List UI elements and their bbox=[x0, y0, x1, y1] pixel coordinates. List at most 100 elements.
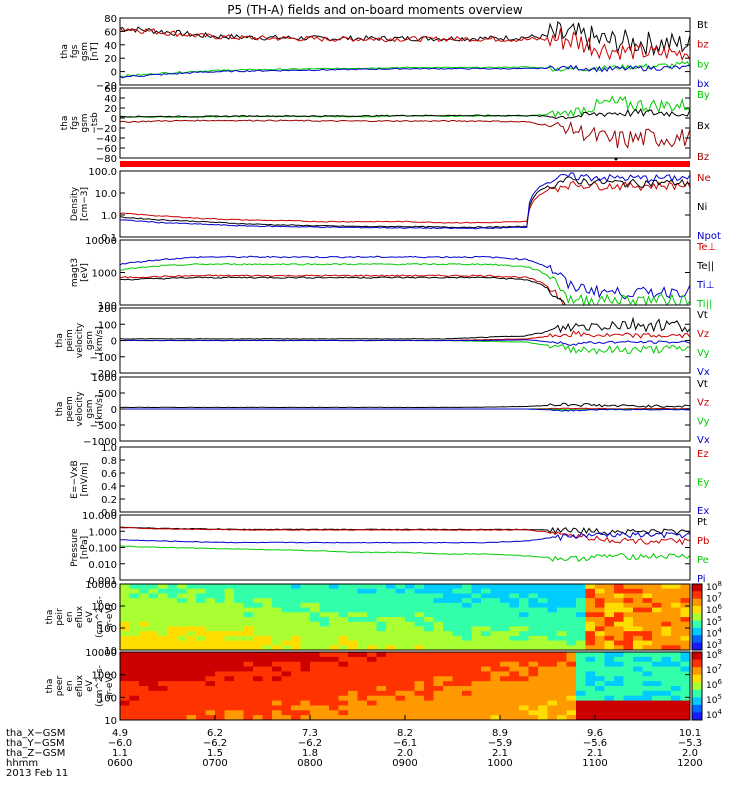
heat-cell bbox=[528, 621, 539, 627]
heat-cell bbox=[196, 681, 206, 687]
heat-cell bbox=[490, 621, 501, 627]
heat-cell bbox=[234, 593, 244, 599]
heat-cell bbox=[481, 686, 491, 692]
heat-cell bbox=[205, 681, 216, 687]
heat-cell bbox=[186, 617, 197, 623]
legend-label: Npot bbox=[697, 231, 721, 242]
heat-cell bbox=[500, 584, 510, 590]
heat-cell bbox=[262, 593, 273, 599]
heat-cell bbox=[509, 710, 520, 716]
heat-cell bbox=[300, 598, 311, 604]
heat-cell bbox=[215, 635, 225, 642]
heat-cell bbox=[433, 705, 444, 711]
heat-cell bbox=[661, 593, 672, 599]
heat-cell bbox=[177, 607, 187, 613]
heat-cell bbox=[547, 652, 558, 658]
y-tick-label: 10000 bbox=[85, 648, 117, 659]
heat-cell bbox=[186, 612, 197, 618]
heat-cell bbox=[490, 607, 501, 613]
heat-cell bbox=[528, 676, 539, 682]
heat-cell bbox=[348, 584, 358, 590]
heat-cell bbox=[633, 593, 643, 599]
heat-cell bbox=[405, 593, 415, 599]
series-line-Pt bbox=[119, 526, 691, 536]
heat-cell bbox=[177, 617, 187, 623]
heat-cell bbox=[129, 593, 140, 599]
heat-cell bbox=[414, 626, 425, 632]
heat-cell bbox=[367, 607, 377, 613]
heat-cell bbox=[424, 690, 434, 697]
heat-cell bbox=[139, 626, 149, 632]
heat-cell bbox=[196, 666, 206, 672]
heat-cell bbox=[642, 626, 653, 632]
heat-cell bbox=[148, 700, 159, 706]
heat-cell bbox=[291, 656, 301, 663]
heat-cell bbox=[471, 695, 482, 702]
heat-cell bbox=[576, 686, 586, 692]
heat-cell bbox=[129, 671, 140, 677]
heat-cell bbox=[452, 602, 463, 609]
heat-cell bbox=[680, 676, 691, 682]
heat-cell bbox=[386, 710, 396, 716]
heat-cell bbox=[595, 626, 605, 632]
heat-cell bbox=[310, 602, 320, 609]
heat-cell bbox=[490, 640, 501, 646]
heat-cell bbox=[566, 671, 577, 677]
heat-cell bbox=[566, 661, 577, 668]
heat-cell bbox=[300, 645, 311, 651]
heat-cell bbox=[386, 607, 396, 613]
heat-cell bbox=[177, 621, 187, 627]
heat-cell bbox=[376, 645, 387, 651]
heat-cell bbox=[500, 631, 510, 637]
heat-cell bbox=[414, 671, 425, 677]
heat-cell bbox=[585, 640, 596, 646]
heat-cell bbox=[528, 593, 539, 599]
heat-cell bbox=[319, 645, 330, 651]
heat-cell bbox=[158, 598, 168, 604]
heat-cell bbox=[471, 607, 482, 613]
heat-cell bbox=[623, 661, 634, 668]
heat-cell bbox=[671, 705, 681, 711]
heat-cell bbox=[272, 700, 282, 706]
heat-cell bbox=[167, 676, 178, 682]
heat-cell bbox=[557, 612, 567, 618]
heat-cell bbox=[414, 690, 425, 697]
heat-cell bbox=[329, 700, 339, 706]
heat-cell bbox=[338, 695, 349, 702]
heat-cell bbox=[604, 686, 615, 692]
heat-cell bbox=[566, 584, 577, 590]
heat-cell bbox=[376, 705, 387, 711]
heat-cell bbox=[585, 690, 596, 697]
heat-cell bbox=[310, 588, 320, 594]
heat-cell bbox=[158, 666, 168, 672]
heat-cell bbox=[652, 700, 662, 706]
heat-cell bbox=[405, 676, 415, 682]
heat-cell bbox=[443, 617, 453, 623]
heat-cell bbox=[671, 635, 681, 642]
heat-cell bbox=[300, 621, 311, 627]
heat-cell bbox=[367, 617, 377, 623]
heat-cell bbox=[443, 584, 453, 590]
heat-cell bbox=[386, 652, 396, 658]
x-tick-label: 1.1 bbox=[112, 748, 128, 759]
heat-cell bbox=[585, 602, 596, 609]
heat-cell bbox=[623, 635, 634, 642]
heat-cell bbox=[604, 690, 615, 697]
series-line-Vt bbox=[120, 316, 691, 340]
heat-cell bbox=[310, 631, 320, 637]
heat-cell bbox=[167, 621, 178, 627]
heat-cell bbox=[614, 631, 624, 637]
heat-cell bbox=[291, 612, 301, 618]
heat-cell bbox=[490, 681, 501, 687]
heat-cell bbox=[205, 588, 216, 594]
heat-cell bbox=[652, 661, 662, 668]
heat-cell bbox=[205, 710, 216, 716]
heat-cell bbox=[490, 617, 501, 623]
y-tick-label: −20 bbox=[96, 124, 117, 135]
heat-cell bbox=[633, 607, 643, 613]
heat-cell bbox=[186, 598, 197, 604]
heat-cell bbox=[604, 593, 615, 599]
heat-cell bbox=[357, 671, 368, 677]
heat-cell bbox=[243, 588, 254, 594]
heat-cell bbox=[557, 640, 567, 646]
